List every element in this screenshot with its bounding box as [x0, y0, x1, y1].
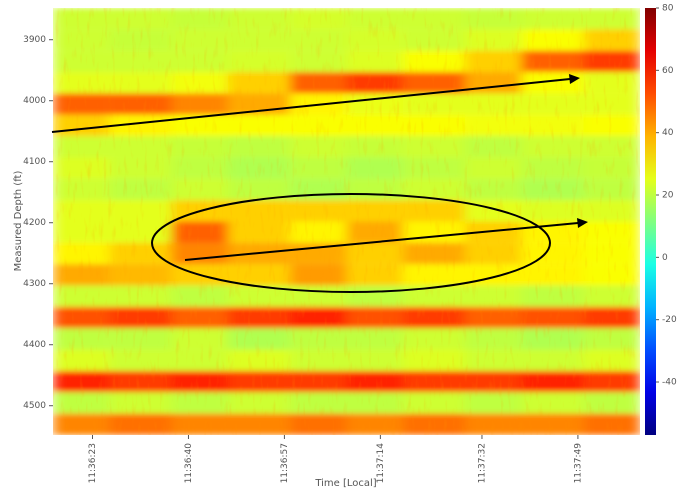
y-tick-label: 4500 — [23, 401, 46, 411]
x-tick-label: 11:37:14 — [376, 443, 386, 484]
x-axis-label: Time [Local] — [314, 478, 376, 489]
annotations — [51, 74, 588, 293]
ellipse — [151, 193, 551, 293]
y-tick-label: 3900 — [23, 35, 46, 45]
texture — [53, 8, 640, 435]
y-tick-label: 4000 — [23, 96, 46, 106]
colorbar-tick-label: 80 — [662, 4, 674, 14]
x-tick-label: 11:36:57 — [280, 443, 290, 483]
colorbar-tick-label: 40 — [662, 128, 674, 138]
y-tick-label: 4100 — [23, 157, 46, 167]
arrow-head — [577, 218, 588, 228]
colorbar-tick-label: 0 — [662, 253, 668, 263]
colorbar — [645, 8, 656, 435]
x-tick-label: 11:36:40 — [184, 443, 194, 484]
x-tick-label: 11:37:49 — [573, 443, 583, 484]
arrow — [51, 78, 571, 133]
x-tick-label: 11:37:32 — [477, 443, 487, 483]
colorbar-tick-label: -20 — [662, 315, 677, 325]
colorbar-tick-label: -40 — [662, 378, 677, 388]
colorbar-tick-label: 60 — [662, 66, 674, 76]
y-tick-label: 4400 — [23, 340, 46, 350]
arrow — [184, 222, 579, 261]
y-tick-label: 4200 — [23, 218, 46, 228]
arrow-head — [569, 74, 580, 84]
y-axis-label: Measured Depth (ft) — [13, 171, 24, 272]
y-tick-label: 4300 — [23, 279, 46, 289]
colorbar-tick-label: 20 — [662, 191, 674, 201]
x-tick-label: 11:36:23 — [88, 443, 98, 483]
